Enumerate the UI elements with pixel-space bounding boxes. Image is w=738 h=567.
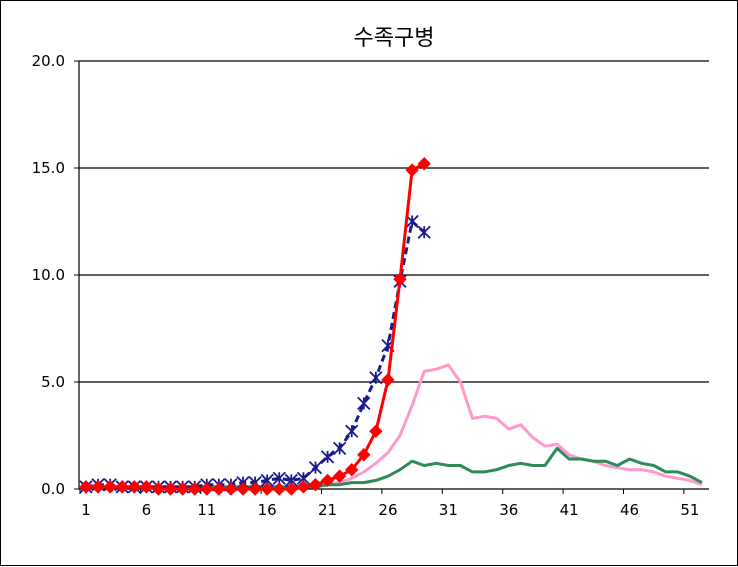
x-tick-label: 46 [620, 501, 639, 519]
data-point [320, 473, 335, 488]
x-tick-label: 6 [142, 501, 152, 519]
data-point [115, 480, 129, 494]
data-point [91, 480, 105, 494]
data-point [308, 478, 323, 492]
data-point [369, 424, 383, 438]
x-tick-label: 11 [197, 501, 216, 519]
series-3 [79, 214, 431, 494]
y-tick-label: 5.0 [41, 373, 65, 391]
data-point [296, 480, 311, 494]
data-point [417, 225, 431, 239]
y-tick-label: 0.0 [41, 480, 65, 498]
x-axis-ticks: 1 6 11 16 21 26 31 36 41 46 51 [79, 489, 699, 519]
series-line [85, 220, 426, 489]
data-point [417, 157, 431, 171]
y-axis-ticks: 0.0 5.0 10.0 15.0 20.0 [32, 52, 79, 498]
data-point [212, 482, 226, 496]
data-point [163, 482, 178, 496]
data-point [393, 272, 407, 286]
data-point [187, 482, 202, 496]
series-4 [79, 157, 431, 496]
data-point [357, 396, 371, 411]
data-point [345, 424, 359, 438]
data-point [284, 482, 299, 496]
x-tick-label: 51 [680, 501, 699, 519]
data-point [127, 480, 142, 494]
series-line [86, 162, 425, 491]
data-point [224, 482, 238, 496]
data-point [320, 450, 335, 464]
y-tick-label: 15.0 [32, 159, 65, 177]
x-tick-label: 1 [81, 501, 91, 519]
data-point [175, 482, 190, 496]
data-point [345, 463, 359, 477]
series-1 [86, 363, 703, 489]
data-point [381, 373, 395, 387]
grid-lines [79, 60, 709, 383]
y-tick-label: 20.0 [32, 52, 65, 70]
y-tick-label: 10.0 [32, 266, 65, 284]
data-point [151, 482, 166, 496]
x-tick-label: 26 [378, 501, 397, 519]
data-point [200, 482, 214, 496]
data-point [260, 482, 274, 496]
data-point [332, 469, 347, 483]
data-point [405, 163, 419, 177]
data-point [272, 482, 286, 496]
data-point [139, 480, 154, 494]
data-point [357, 448, 371, 462]
data-point [369, 371, 383, 385]
x-tick-label: 21 [318, 501, 337, 519]
x-tick-label: 36 [499, 501, 518, 519]
chart-title: 수족구병 [354, 26, 435, 51]
x-tick-label: 16 [258, 501, 277, 519]
x-tick-label: 31 [439, 501, 458, 519]
data-point [308, 460, 323, 475]
data-point [79, 480, 93, 494]
data-point [333, 441, 347, 455]
x-tick-label: 41 [560, 501, 579, 519]
series-group [79, 157, 703, 496]
data-point [248, 482, 262, 496]
data-point [103, 480, 117, 494]
series-line [86, 363, 703, 489]
data-point [236, 482, 250, 496]
